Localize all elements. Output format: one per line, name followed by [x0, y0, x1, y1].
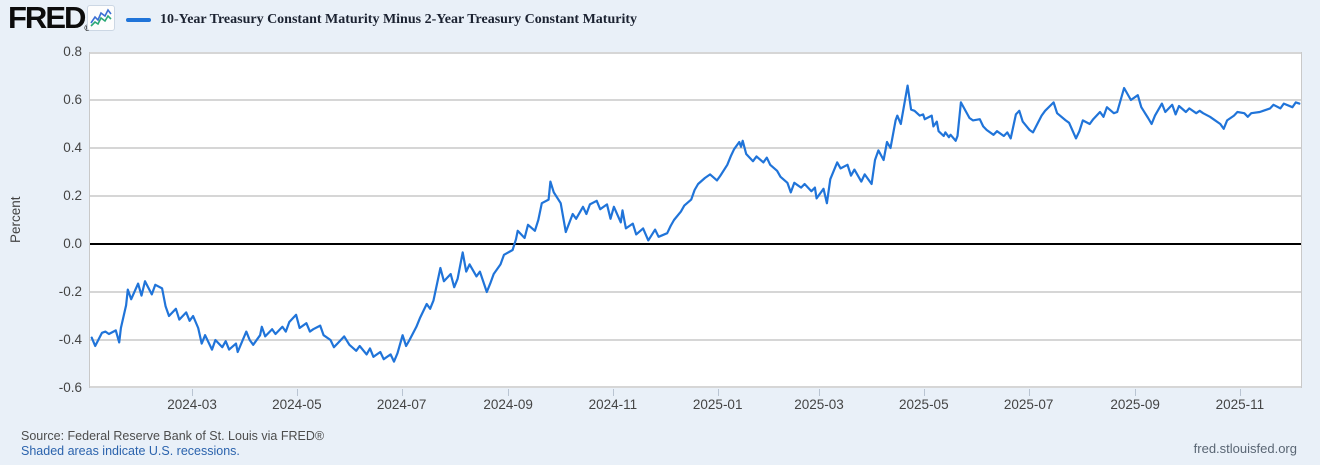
sparkline-green-line	[90, 14, 112, 27]
x-tick-mark	[1135, 389, 1137, 396]
series-line-swatch	[126, 18, 151, 22]
y-tick-label: 0.6	[63, 92, 82, 107]
x-tick-mark	[923, 389, 925, 396]
x-tick-label: 2025-07	[1003, 397, 1054, 412]
x-tick-mark	[1239, 389, 1241, 396]
x-tick-label: 2025-01	[692, 397, 743, 412]
chart-svg	[90, 52, 1301, 388]
x-tick-mark	[717, 389, 719, 396]
x-tick-mark	[401, 389, 403, 396]
x-tick-label: 2024-05	[272, 397, 322, 412]
x-tick-label: 2024-09	[483, 397, 533, 412]
fred-logo-text: FRED	[8, 0, 86, 35]
recession-note-link[interactable]: Shaded areas indicate U.S. recessions.	[21, 444, 240, 458]
x-tick-label: 2024-03	[167, 397, 217, 412]
site-url-link[interactable]: fred.stlouisfed.org	[1193, 441, 1297, 456]
y-tick-label: -0.2	[58, 284, 82, 299]
x-tick-mark	[1028, 389, 1030, 396]
x-tick-label: 2025-05	[899, 397, 949, 412]
y-tick-label: 0.4	[63, 140, 82, 155]
x-tick-mark	[819, 389, 821, 396]
legend: 10-Year Treasury Constant Maturity Minus…	[126, 12, 637, 28]
y-tick-label: -0.6	[58, 380, 82, 395]
x-tick-label: 2025-03	[794, 397, 844, 412]
series-legend-label: 10-Year Treasury Constant Maturity Minus…	[160, 12, 638, 27]
x-tick-label: 2024-11	[588, 397, 638, 412]
sparkline-chart-icon	[87, 5, 115, 31]
x-tick-label: 2024-07	[376, 397, 427, 412]
x-tick-mark	[508, 389, 510, 396]
y-tick-label: 0.0	[63, 236, 82, 251]
y-tick-label: 0.2	[63, 188, 82, 203]
y-tick-label: -0.4	[58, 332, 82, 347]
y-tick-label: 0.8	[63, 44, 82, 59]
x-tick-label: 2025-09	[1110, 397, 1160, 412]
x-tick-label: 2025-11	[1215, 397, 1265, 412]
y-axis-title: Percent	[8, 196, 23, 244]
sparkline-blue-line	[90, 8, 112, 24]
x-tick-mark	[296, 389, 298, 396]
x-tick-mark	[192, 389, 194, 396]
plot-area	[89, 52, 1302, 388]
x-tick-mark	[612, 389, 614, 396]
source-text: Source: Federal Reserve Bank of St. Loui…	[21, 429, 325, 443]
fred-logo[interactable]: FRED®	[8, 0, 91, 36]
